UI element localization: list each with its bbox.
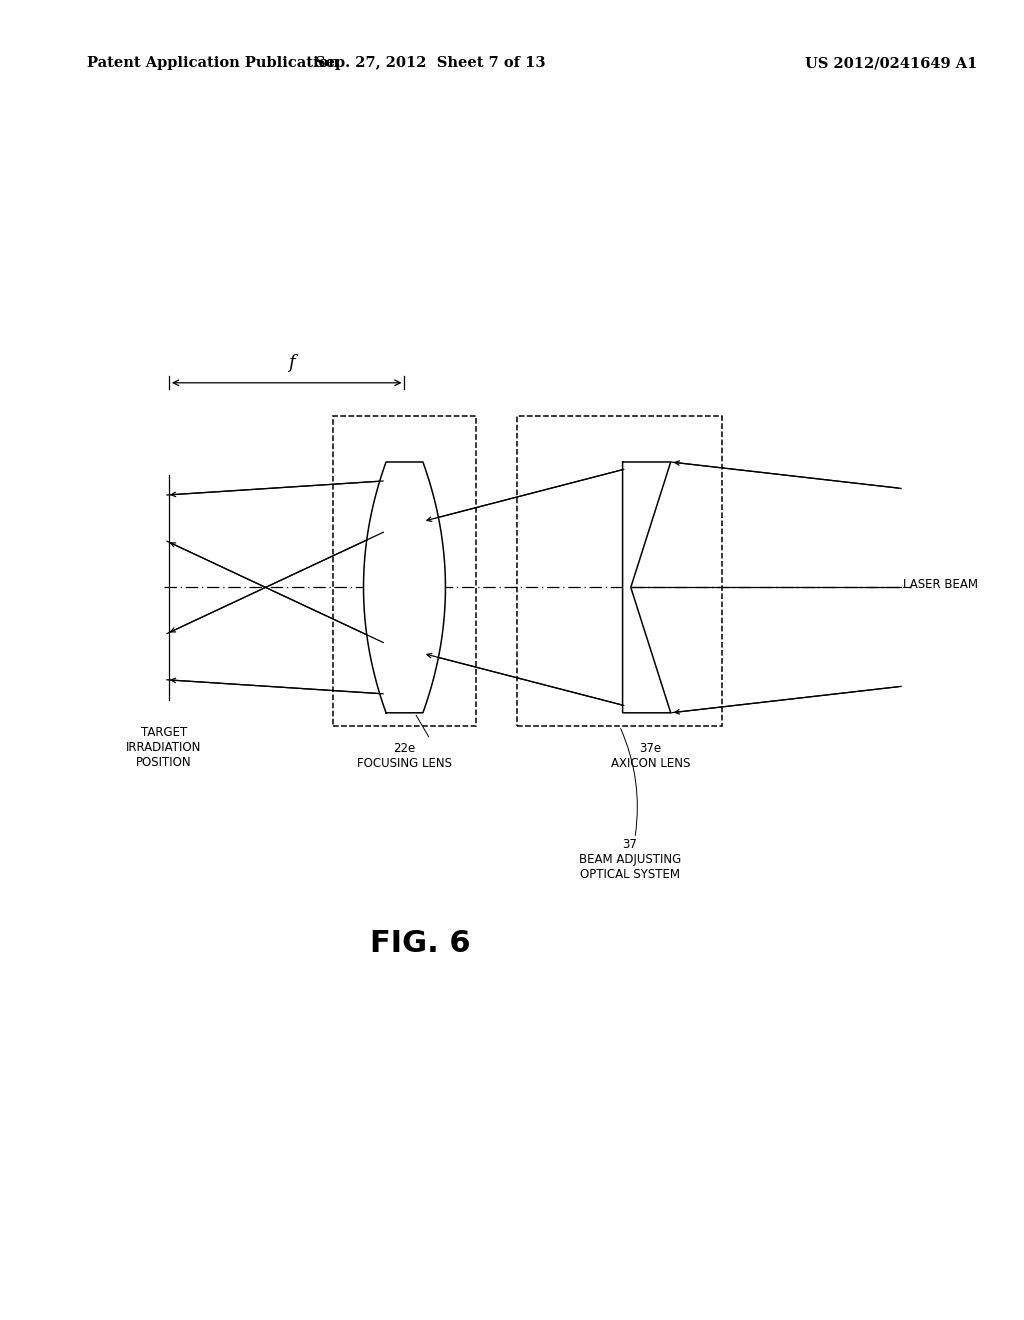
Text: Patent Application Publication: Patent Application Publication	[87, 57, 339, 70]
Bar	[333, 416, 476, 726]
Polygon shape	[364, 462, 445, 713]
Text: Sep. 27, 2012  Sheet 7 of 13: Sep. 27, 2012 Sheet 7 of 13	[314, 57, 546, 70]
Polygon shape	[623, 462, 671, 713]
Text: 37e
AXICON LENS: 37e AXICON LENS	[610, 742, 690, 770]
Bar	[517, 416, 722, 726]
Text: TARGET
IRRADIATION
POSITION: TARGET IRRADIATION POSITION	[126, 726, 202, 770]
Text: 22e
FOCUSING LENS: 22e FOCUSING LENS	[357, 742, 452, 770]
Text: US 2012/0241649 A1: US 2012/0241649 A1	[805, 57, 977, 70]
Text: 37
BEAM ADJUSTING
OPTICAL SYSTEM: 37 BEAM ADJUSTING OPTICAL SYSTEM	[579, 838, 681, 882]
Text: FIG. 6: FIG. 6	[370, 929, 470, 958]
Text: f: f	[289, 354, 295, 372]
Text: LASER BEAM: LASER BEAM	[903, 578, 978, 591]
